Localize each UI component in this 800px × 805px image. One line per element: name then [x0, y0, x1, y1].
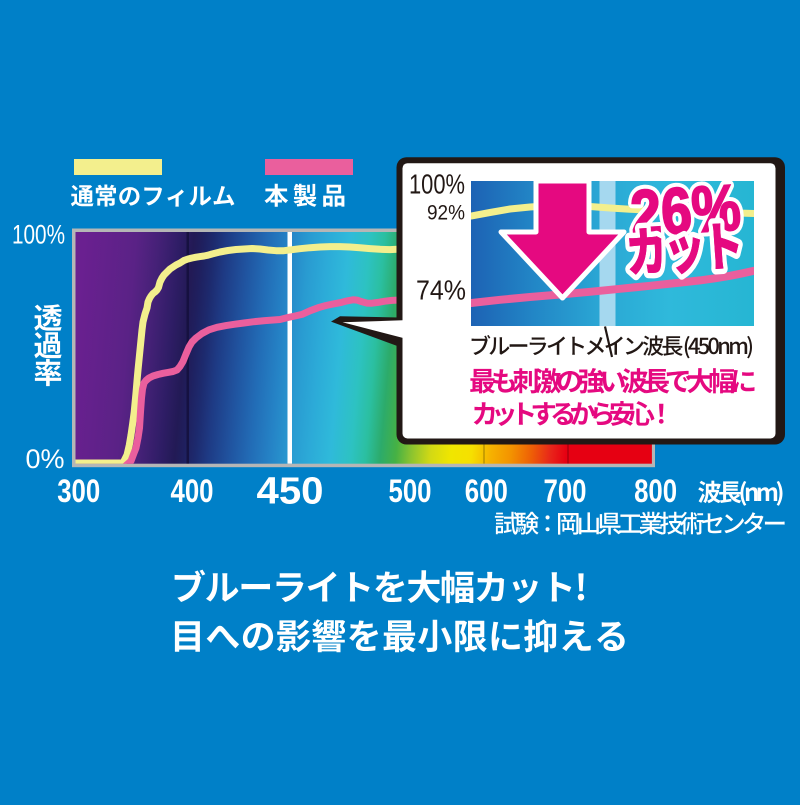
svg-text:400: 400	[171, 473, 214, 509]
svg-text:800: 800	[634, 473, 677, 509]
svg-text:450: 450	[257, 471, 324, 513]
svg-text:0%: 0%	[25, 444, 64, 474]
svg-text:600: 600	[465, 473, 508, 509]
svg-text:700: 700	[544, 473, 587, 509]
svg-text:100%: 100%	[12, 220, 65, 250]
svg-text:100%: 100%	[409, 169, 465, 200]
svg-text:300: 300	[57, 473, 100, 509]
svg-text:92%: 92%	[427, 202, 465, 225]
svg-text:74%: 74%	[416, 275, 466, 306]
svg-text:500: 500	[389, 473, 432, 509]
